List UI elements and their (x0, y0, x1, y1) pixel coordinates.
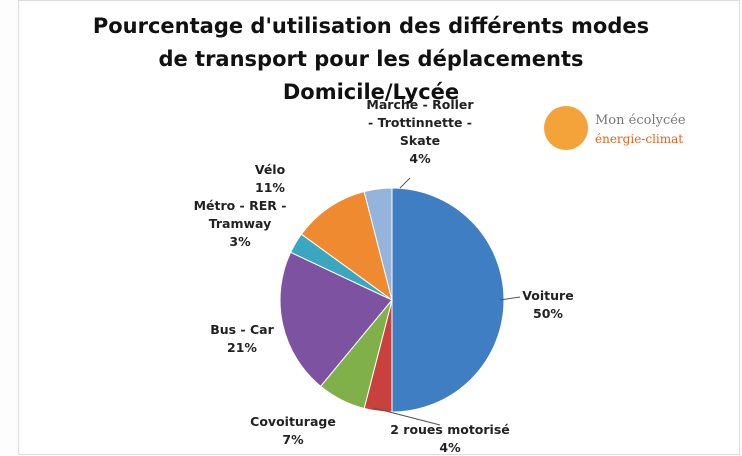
slice-label: Covoiturage 7% (238, 413, 348, 449)
leader-line (399, 177, 411, 189)
pie-slice (279, 251, 393, 388)
leader-line (373, 407, 441, 426)
value-label: 21% (227, 340, 257, 355)
pie-slice (300, 190, 393, 302)
slice-label: Voiture 50% (503, 287, 593, 323)
leader-line (499, 296, 521, 301)
pie-slice (363, 187, 393, 301)
slice-label: Métro - RER - Tramway 3% (190, 197, 290, 251)
value-label: 7% (282, 432, 304, 447)
category-label: Covoiturage (250, 414, 336, 429)
category-label: Bus - Car (210, 322, 274, 337)
slice-label: Marche - Roller - Trottinnette - Skate 4% (366, 96, 474, 168)
category-label: Vélo (254, 162, 286, 177)
chart-title: Pourcentage d'utilisation des différents… (92, 14, 650, 104)
value-label: 11% (255, 180, 285, 195)
value-label: 3% (229, 234, 251, 249)
logo-text: énergie-climat (595, 132, 684, 146)
value-label: 4% (409, 151, 431, 166)
slice-label: 2 roues motorisé 4% (380, 421, 520, 456)
pie-slice (391, 187, 505, 413)
value-label: 50% (533, 306, 563, 321)
category-label: 2 roues motorisé (390, 422, 510, 437)
slice-label: Bus - Car 21% (197, 321, 287, 357)
category-label: Métro - RER - Tramway (193, 198, 287, 231)
category-label: Voiture (522, 288, 574, 303)
logo-text: Mon écolycée (595, 113, 686, 128)
value-label: 4% (439, 440, 461, 455)
logo-icon (544, 106, 588, 150)
category-label: Marche - Roller - Trottinnette - Skate (366, 97, 474, 148)
slice-label: Vélo 11% (235, 161, 305, 197)
